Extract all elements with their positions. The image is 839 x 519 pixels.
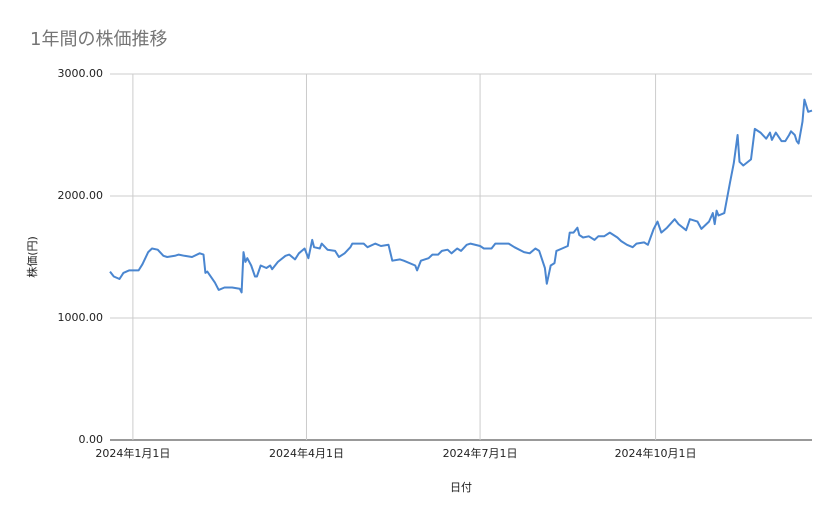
- x-tick-label: 2024年10月1日: [615, 446, 697, 460]
- line-series: [109, 98, 813, 294]
- y-tick-label: 2000.00: [58, 189, 104, 202]
- x-tick-label: 2024年1月1日: [95, 446, 170, 460]
- y-axis-title: 株価(円): [25, 236, 39, 278]
- x-tick-label: 2024年7月1日: [443, 446, 518, 460]
- x-tick-label: 2024年4月1日: [269, 446, 344, 460]
- y-tick-label: 0.00: [79, 433, 104, 446]
- y-tick-label: 1000.00: [58, 311, 104, 324]
- chart-title: 1年間の株価推移: [30, 29, 167, 50]
- y-tick-label: 3000.00: [58, 67, 104, 80]
- x-axis-title: 日付: [450, 481, 472, 494]
